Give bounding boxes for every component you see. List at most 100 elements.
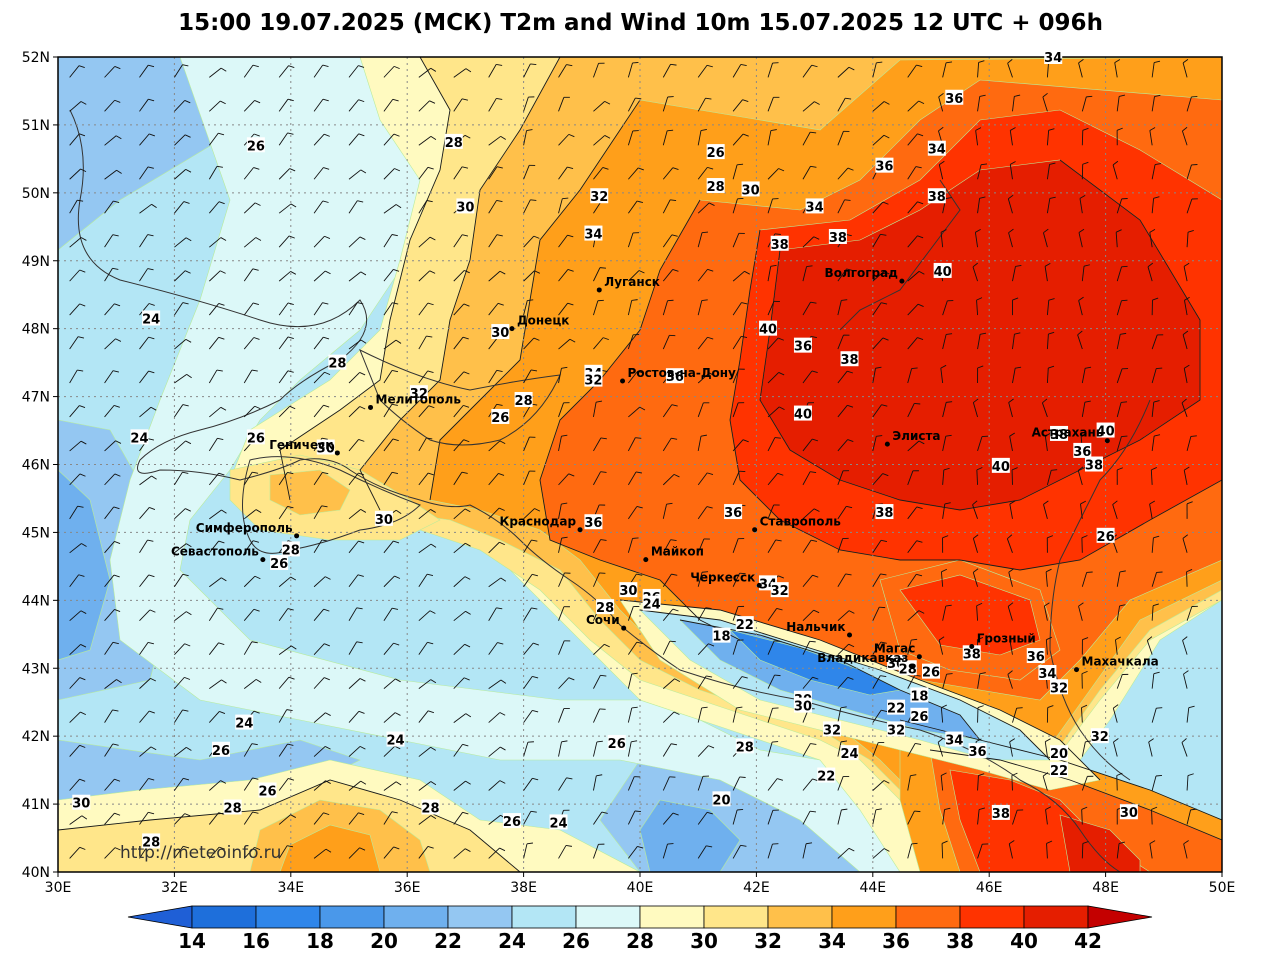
contour-value-label: 38	[1050, 425, 1068, 443]
svg-text:Махачкала: Махачкала	[1082, 655, 1159, 669]
colorbar-tick-label: 28	[626, 929, 654, 953]
colorbar-segment	[511, 905, 577, 929]
contour-value-label: 40	[759, 320, 777, 338]
svg-text:32: 32	[590, 190, 608, 205]
contour-value-label: 26	[608, 734, 626, 752]
contour-value-label: 36	[1027, 648, 1045, 665]
city-marker: Мелитополь	[368, 392, 461, 410]
svg-text:28: 28	[142, 835, 160, 850]
contour-value-label: 24	[643, 595, 661, 613]
contour-value-label: 40	[1097, 422, 1115, 440]
contour-value-label: 36	[1073, 442, 1091, 460]
svg-text:38: 38	[1085, 459, 1103, 474]
svg-text:30: 30	[456, 200, 474, 215]
contour-value-label: 22	[817, 767, 835, 785]
colorbar-segment	[639, 905, 705, 929]
lat-tick-label: 46N	[22, 458, 50, 474]
contour-value-label: 28	[282, 541, 300, 558]
svg-text:36: 36	[724, 506, 742, 521]
lat-tick-label: 44N	[22, 593, 50, 609]
contour-value-label: 26	[503, 813, 521, 830]
graticule	[58, 57, 1222, 872]
contour-value-label: 18	[910, 687, 928, 704]
contour-value-label: 32	[584, 371, 602, 389]
contour-value-label: 22	[736, 616, 754, 633]
contour-value-label: 22	[1050, 762, 1068, 779]
city-marker: Махачкала	[1074, 655, 1159, 673]
contour-value-label: 34	[1044, 49, 1062, 66]
colorbar-tick-label: 42	[1074, 929, 1102, 953]
colorbar-segment	[703, 905, 769, 929]
svg-text:22: 22	[736, 618, 754, 633]
svg-text:30: 30	[317, 442, 335, 457]
contour-value-label: 32	[1091, 728, 1109, 745]
contour-value-label: 40	[992, 457, 1010, 475]
colorbar-tick-label: 26	[562, 929, 590, 953]
svg-text:Краснодар: Краснодар	[500, 515, 577, 529]
lon-tick-label: 40E	[627, 880, 654, 896]
svg-text:34: 34	[945, 734, 963, 749]
svg-text:36: 36	[794, 340, 812, 355]
contour-value-label: 26	[258, 782, 277, 800]
svg-text:24: 24	[142, 312, 160, 327]
svg-text:26: 26	[491, 411, 509, 426]
colorbar-segment	[831, 905, 897, 929]
contour-value-label: 38	[771, 235, 789, 253]
svg-text:36: 36	[1073, 445, 1091, 460]
svg-text:38: 38	[1050, 428, 1068, 443]
svg-text:26: 26	[707, 146, 725, 161]
svg-text:26: 26	[212, 744, 230, 759]
contour-value-label: 34	[1038, 665, 1056, 682]
svg-text:26: 26	[247, 431, 265, 446]
svg-text:26: 26	[922, 666, 940, 681]
city-marker: Элиста	[884, 429, 941, 447]
svg-text:34: 34	[584, 228, 602, 243]
colorbar-tick-label: 22	[434, 929, 462, 953]
contour-value-label: 40	[794, 405, 812, 423]
colorbar-segment	[575, 905, 641, 929]
svg-text:Геническ: Геническ	[269, 438, 333, 452]
svg-text:24: 24	[130, 431, 148, 446]
city-markers: Луганск Донецк Волгоград Ростов-на-Дону Мели…	[171, 266, 1159, 673]
contour-value-label: 18	[712, 627, 731, 645]
contour-value-label: 28	[224, 799, 242, 816]
contour-value-label: 26	[910, 707, 928, 725]
contour-value-label: 28	[421, 799, 440, 816]
svg-text:28: 28	[596, 601, 614, 616]
colorbar-under-arrow	[127, 905, 193, 929]
contour-value-label: 32	[771, 582, 789, 599]
colorbar-segment	[447, 905, 513, 929]
city-marker: Ростов-на-Дону	[620, 366, 736, 384]
contour-value-label: 20	[1050, 745, 1068, 762]
svg-text:36: 36	[945, 92, 963, 107]
latitude-axis: 52N 51N 50N 49N 48N 47N 46N 45N 44N 43N 42N 41N 40N	[22, 50, 58, 881]
contour-value-label: 26	[491, 408, 509, 426]
svg-text:Магас: Магас	[874, 642, 916, 656]
contour-value-label: 26	[247, 429, 265, 446]
wind-barbs	[69, 59, 1198, 859]
svg-text:Нальчик: Нальчик	[786, 620, 845, 634]
svg-text:32: 32	[771, 584, 789, 599]
contour-value-label: 20	[712, 791, 731, 808]
lon-tick-label: 34E	[277, 880, 304, 896]
lon-tick-label: 42E	[743, 880, 770, 896]
svg-text:26: 26	[1097, 530, 1115, 545]
colorbar-tick-label: 32	[754, 929, 782, 953]
svg-text:Сочи: Сочи	[586, 613, 620, 627]
city-marker: Магас	[874, 642, 922, 660]
lat-tick-label: 47N	[22, 390, 50, 406]
contour-value-label: 24	[130, 429, 149, 446]
contour-value-label: 36	[794, 337, 812, 355]
city-marker: Сочи	[586, 613, 627, 631]
contour-value-label: 30	[456, 198, 474, 215]
svg-text:28: 28	[515, 394, 533, 409]
lat-tick-label: 42N	[22, 729, 50, 745]
contour-value-label: 26	[270, 554, 288, 572]
colorbar-segment	[383, 905, 449, 929]
svg-text:Севастополь: Севастополь	[171, 545, 259, 559]
svg-text:Симферополь: Симферополь	[196, 521, 293, 535]
svg-text:28: 28	[282, 543, 300, 558]
colorbar-segment	[1023, 905, 1089, 929]
svg-text:24: 24	[840, 747, 858, 762]
